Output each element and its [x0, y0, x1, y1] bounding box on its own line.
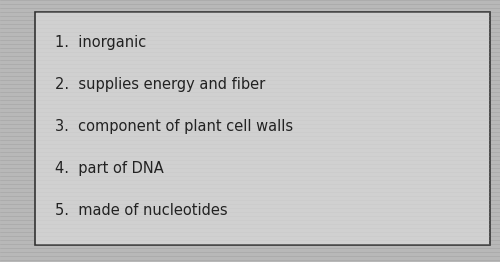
Text: 1.  inorganic: 1. inorganic	[55, 35, 146, 50]
Text: 3.  component of plant cell walls: 3. component of plant cell walls	[55, 119, 293, 134]
Text: 2.  supplies energy and fiber: 2. supplies energy and fiber	[55, 77, 265, 92]
Text: 4.  part of DNA: 4. part of DNA	[55, 161, 164, 176]
Text: 5.  made of nucleotides: 5. made of nucleotides	[55, 203, 228, 218]
FancyBboxPatch shape	[35, 12, 490, 245]
